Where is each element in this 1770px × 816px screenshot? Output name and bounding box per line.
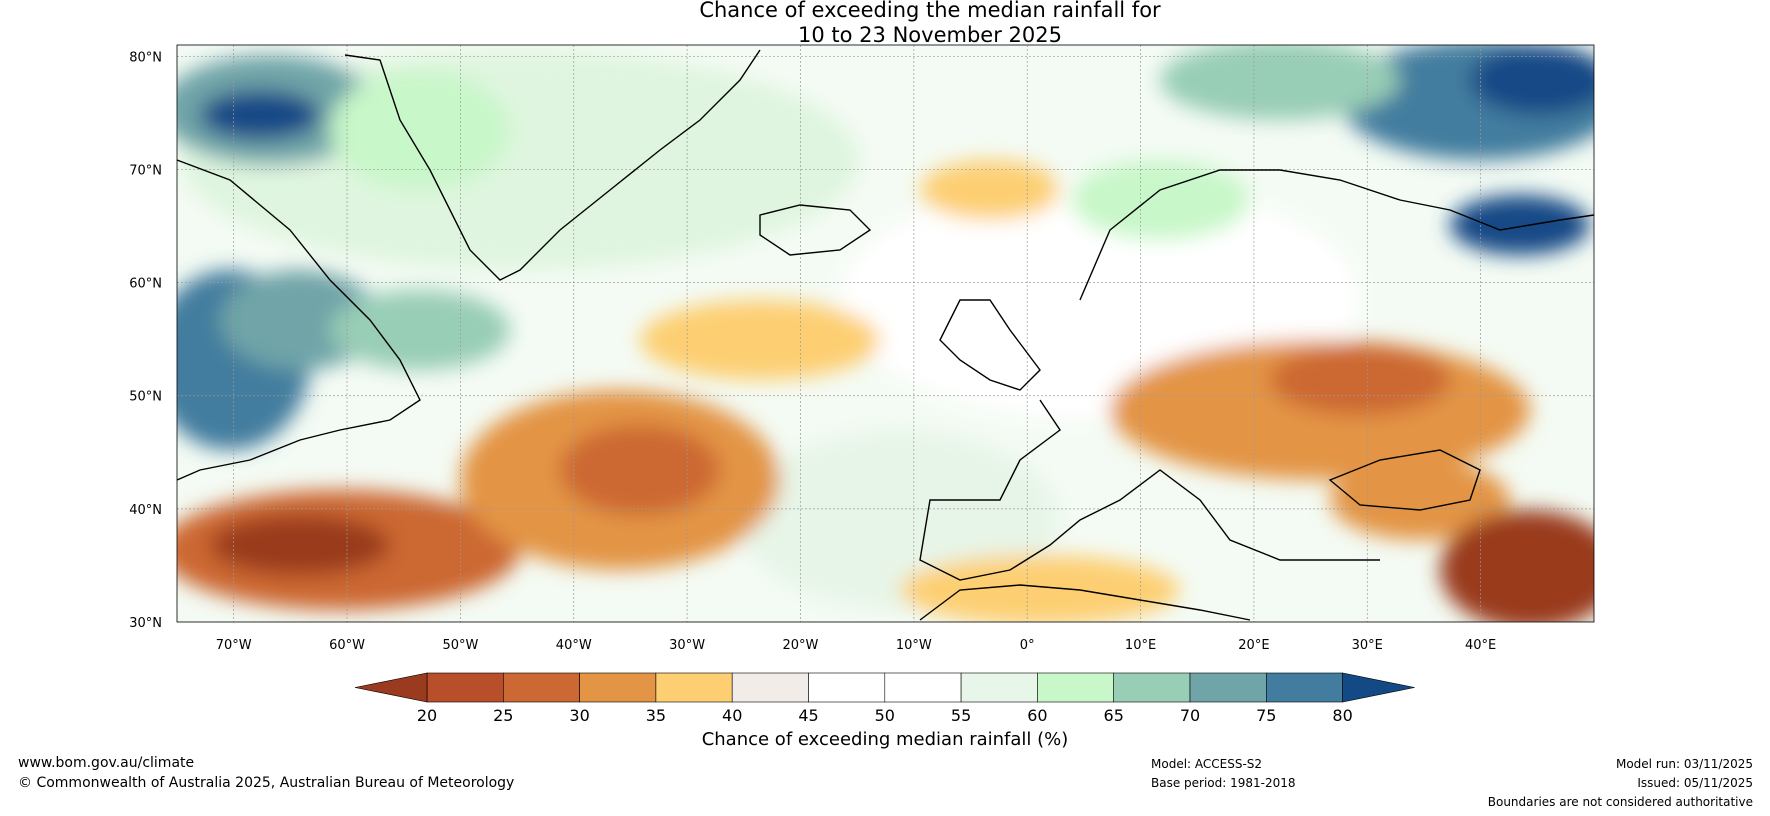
footer-website: www.bom.gov.au/climate <box>18 755 195 771</box>
region-red-subtropical-west <box>210 515 390 575</box>
longitude-label: 0° <box>1020 638 1035 653</box>
longitude-label: 30°E <box>1352 638 1383 653</box>
colorbar-segment <box>884 672 962 703</box>
map-panel <box>177 45 1594 622</box>
colorbar-segment <box>1189 672 1267 703</box>
colorbar-tick-label: 60 <box>1027 706 1047 725</box>
footer-base-period: Base period: 1981-2018 <box>1151 776 1296 790</box>
colorbar-over-arrow <box>1342 672 1415 703</box>
longitude-label: 10°E <box>1125 638 1156 653</box>
coast-black-sea <box>1328 449 1481 511</box>
longitude-label: 20°W <box>783 638 819 653</box>
region-green-greenland <box>330 70 510 190</box>
longitude-label: 30°W <box>669 638 705 653</box>
colorbar-title: Chance of exceeding median rainfall (%) <box>702 729 1069 750</box>
colorbar-tick-label: 50 <box>875 706 895 725</box>
region-teal-svalbard <box>1160 45 1400 120</box>
region-yellow-mid-atlantic <box>640 300 880 380</box>
colorbar-tick-label: 45 <box>798 706 818 725</box>
region-darkblue-barents <box>1470 45 1594 115</box>
longitude-label: 40°E <box>1465 638 1496 653</box>
coast-greenland <box>344 49 761 281</box>
region-green-norway <box>1070 160 1250 240</box>
footer-copyright: © Commonwealth of Australia 2025, Austra… <box>18 775 515 791</box>
footer-model-run: Model run: 03/11/2025 <box>1615 757 1753 771</box>
latitude-labels: 80°N 70°N 60°N 50°N 40°N 30°N <box>129 50 162 631</box>
coastlines <box>177 49 1594 621</box>
longitude-label: 70°W <box>216 638 252 653</box>
colorbar-under-arrow <box>354 672 428 703</box>
colorbar-tick-label: 65 <box>1104 706 1124 725</box>
footer-issued: Issued: 05/11/2025 <box>1637 776 1753 790</box>
colorbar-tick-label: 35 <box>646 706 666 725</box>
colorbar-tick-label: 75 <box>1256 706 1276 725</box>
longitude-label: 10°W <box>896 638 932 653</box>
latitude-label: 50°N <box>129 390 162 405</box>
region-red-middle-east <box>1440 510 1594 622</box>
latitude-label: 30°N <box>129 616 162 631</box>
colorbar-segment <box>1266 672 1343 703</box>
region-yellow-north-africa <box>900 555 1180 622</box>
colorbar-segment <box>731 672 809 703</box>
coast-scandinavia <box>1079 169 1594 301</box>
colorbar-tick-label: 30 <box>569 706 589 725</box>
longitude-labels: 70°W 60°W 50°W 40°W 30°W 20°W 10°W 0° 10°E 20°E 30… <box>216 638 1497 653</box>
latitude-label: 70°N <box>129 163 162 178</box>
latitude-label: 60°N <box>129 277 162 292</box>
coast-canada-east <box>177 159 421 481</box>
map-frame <box>176 44 1595 623</box>
longitude-label: 40°W <box>556 638 592 653</box>
colorbar-segment <box>808 672 886 703</box>
colorbar-tick-labels: 20 25 30 35 40 45 50 55 60 65 70 75 80 <box>417 706 1353 725</box>
region-yellow-iceland-east <box>920 160 1060 220</box>
region-darkblue-baffin <box>200 90 320 140</box>
region-darkblue-kara <box>1450 195 1590 255</box>
map-title: Chance of exceeding the median rainfall … <box>0 0 1770 48</box>
colorbar-tick-label: 55 <box>951 706 971 725</box>
colorbar-segment <box>655 672 733 703</box>
colorbar-tick-label: 25 <box>493 706 513 725</box>
region-green-newfoundland <box>330 290 510 370</box>
colorbar-segment <box>426 672 504 703</box>
footer-model: Model: ACCESS-S2 <box>1151 757 1263 771</box>
coast-western-europe <box>919 399 1380 581</box>
rainfall-field <box>177 45 1594 622</box>
title-line-2: 10 to 23 November 2025 <box>798 23 1062 47</box>
colorbar-segment <box>1037 672 1115 703</box>
colorbar-segment <box>1113 672 1191 703</box>
latitude-label: 80°N <box>129 50 162 65</box>
graticule <box>177 45 1594 622</box>
region-orange-black-sea <box>1330 460 1510 540</box>
longitude-label: 60°W <box>329 638 365 653</box>
longitude-label: 20°E <box>1238 638 1269 653</box>
region-darkorange-ukraine <box>1270 345 1450 415</box>
colorbar-tick-label: 80 <box>1332 706 1352 725</box>
colorbar-segment <box>579 672 657 703</box>
colorbar-tick-label: 70 <box>1180 706 1200 725</box>
footer-disclaimer: Boundaries are not considered authoritat… <box>1487 795 1753 809</box>
colorbar-tick-label: 40 <box>722 706 742 725</box>
latitude-label: 40°N <box>129 503 162 518</box>
colorbar <box>354 672 1415 703</box>
colorbar-segment <box>960 672 1038 703</box>
coast-british-isles <box>939 299 1041 391</box>
coast-iceland <box>759 204 872 256</box>
colorbar-segment <box>502 672 580 703</box>
coast-north-africa <box>919 584 1251 621</box>
title-line-1: Chance of exceeding the median rainfall … <box>699 0 1161 22</box>
longitude-label: 50°W <box>442 638 478 653</box>
region-darkorange-central-atlantic <box>560 425 720 515</box>
colorbar-tick-label: 20 <box>417 706 437 725</box>
